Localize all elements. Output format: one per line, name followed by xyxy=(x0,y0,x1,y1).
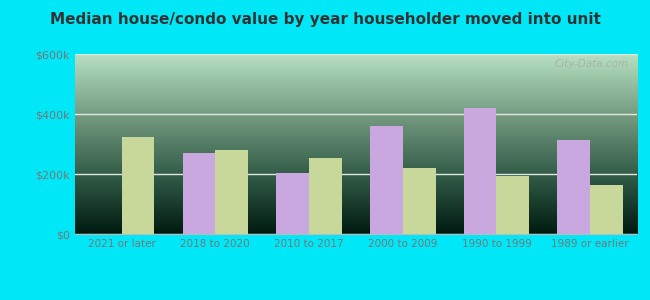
Bar xyxy=(276,172,309,234)
Bar xyxy=(463,108,497,234)
Bar xyxy=(557,140,590,234)
Text: Median house/condo value by year householder moved into unit: Median house/condo value by year househo… xyxy=(49,12,601,27)
Bar xyxy=(590,184,623,234)
Bar xyxy=(309,158,342,234)
Bar xyxy=(215,150,248,234)
Text: City-Data.com: City-Data.com xyxy=(554,59,629,69)
Bar xyxy=(370,126,403,234)
Bar xyxy=(497,176,529,234)
Bar xyxy=(183,153,215,234)
Bar xyxy=(122,136,155,234)
Bar xyxy=(403,168,436,234)
